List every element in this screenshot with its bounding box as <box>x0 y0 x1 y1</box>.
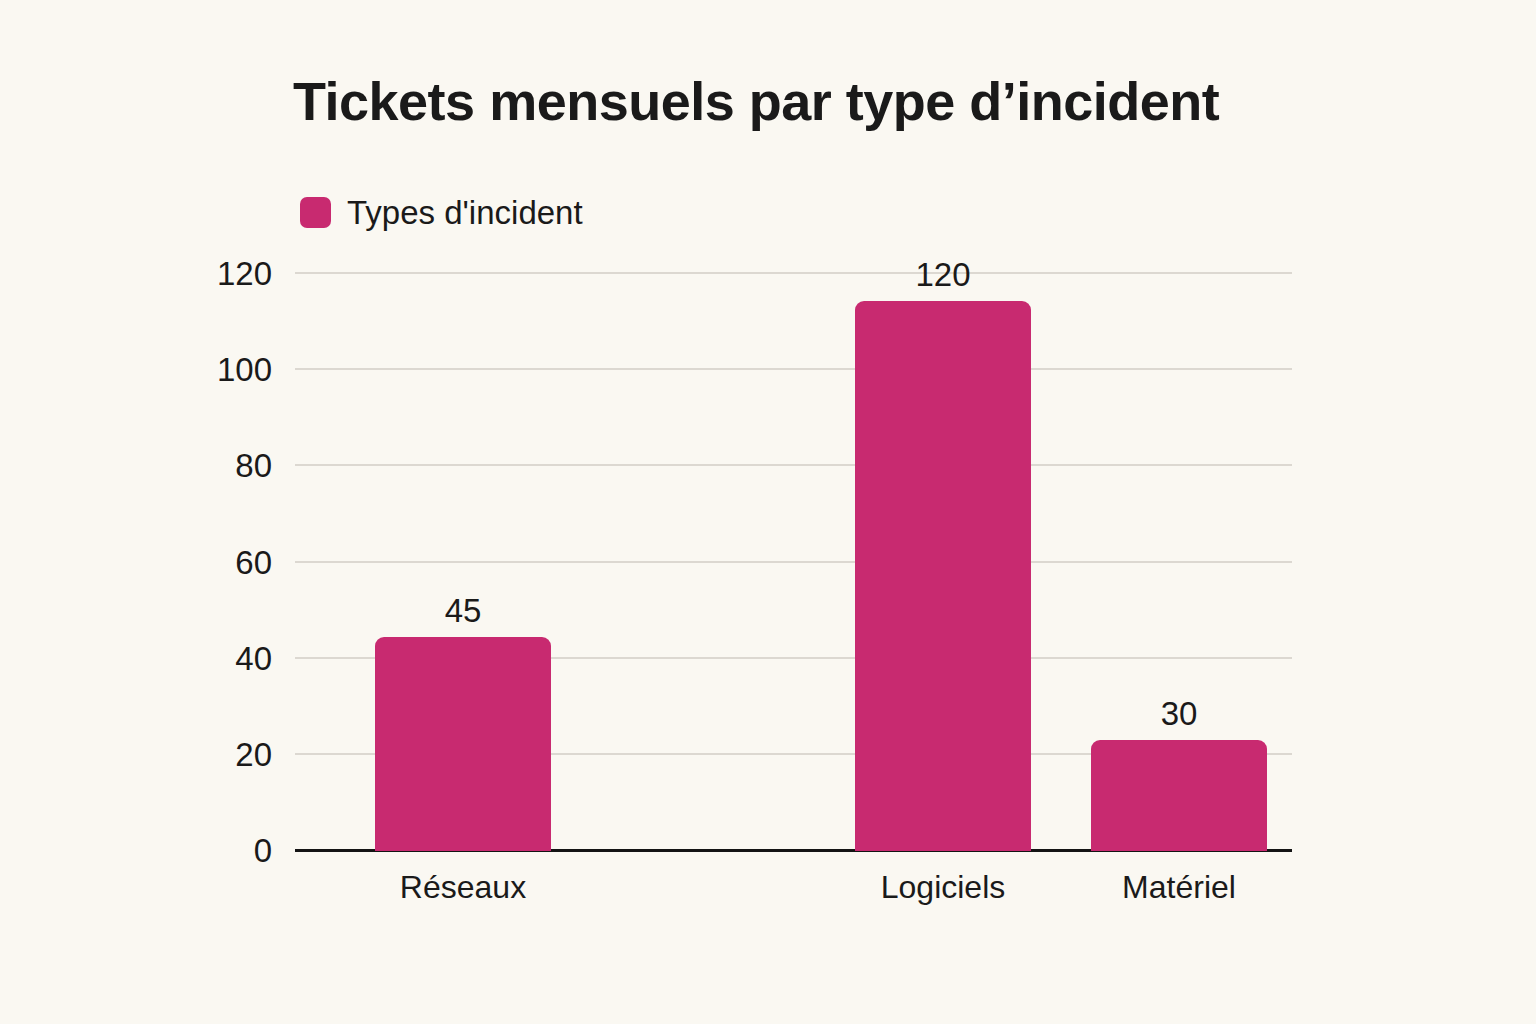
y-tick-label: 100 <box>72 353 272 386</box>
x-category-label: Matériel <box>1019 870 1339 905</box>
y-tick-label: 20 <box>72 738 272 771</box>
bar <box>375 637 551 851</box>
bar-value-label: 30 <box>1091 697 1267 730</box>
y-gridline <box>295 561 1292 563</box>
bar <box>1091 740 1267 851</box>
y-tick-label: 120 <box>72 257 272 290</box>
y-gridline <box>295 464 1292 466</box>
plot-area: 02040608010012045Réseaux120Logiciels30Ma… <box>0 0 1536 1024</box>
bar-value-label: 45 <box>375 594 551 627</box>
y-tick-label: 0 <box>72 834 272 867</box>
bar <box>855 301 1031 851</box>
y-gridline <box>295 368 1292 370</box>
y-tick-label: 60 <box>72 546 272 579</box>
y-tick-label: 80 <box>72 449 272 482</box>
x-category-label: Réseaux <box>303 870 623 905</box>
y-tick-label: 40 <box>72 642 272 675</box>
chart-canvas: Tickets mensuels par type d’incident Typ… <box>0 0 1536 1024</box>
y-gridline <box>295 272 1292 274</box>
bar-value-label: 120 <box>855 258 1031 291</box>
